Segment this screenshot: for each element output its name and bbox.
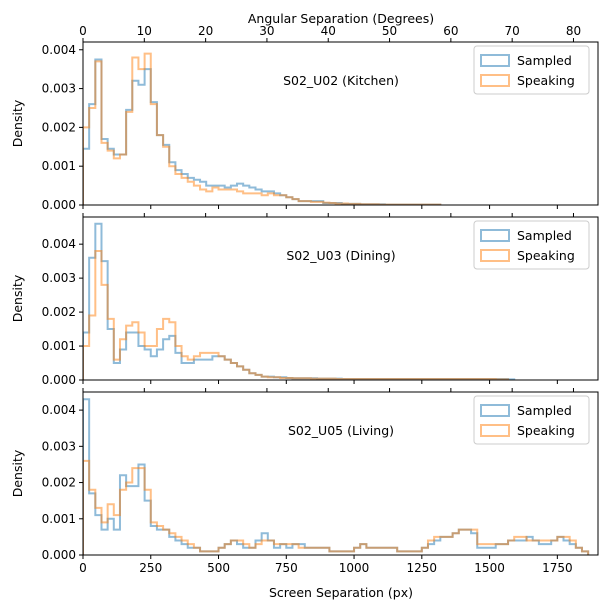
y-axis-title: Density (10, 449, 25, 497)
y-tick-label: 0.004 (42, 237, 76, 251)
x-tick-label: 1750 (542, 561, 573, 575)
legend-label-speaking: Speaking (517, 248, 575, 263)
y-axis-title: Density (10, 274, 25, 322)
panel-frame (82, 41, 599, 206)
legend-swatch-speaking (480, 249, 510, 262)
series-speaking-step (83, 52, 442, 205)
y-tick-label: 0.000 (42, 548, 76, 562)
legend-box (473, 395, 590, 445)
y-tick-label: 0.003 (42, 271, 76, 285)
x-tick-label: 750 (275, 561, 298, 575)
legend-label-sampled: Sampled (517, 53, 572, 68)
top-tick-label: 30 (259, 24, 274, 38)
panel-title: S02_U05 (Living) (288, 423, 394, 438)
x-tick-label: 0 (79, 561, 87, 575)
y-tick-label: 0.001 (42, 159, 76, 173)
x-tick-label: 1250 (407, 561, 438, 575)
top-tick-label: 70 (505, 24, 520, 38)
legend-swatch-sampled (480, 229, 510, 242)
panel-3: 0.000 0.001 0.002 0.003 0.004 0 250 500 750 1000 1… (10, 388, 599, 575)
legend: Sampled Speaking (473, 45, 590, 95)
legend-label-sampled: Sampled (517, 228, 572, 243)
x-tick-label: 1000 (339, 561, 370, 575)
y-tick-label: 0.002 (42, 120, 76, 134)
y-tick-label: 0.003 (42, 439, 76, 453)
top-tick-label: 0 (79, 24, 87, 38)
y-tick-label: 0.004 (42, 403, 76, 417)
top-tick-label: 60 (443, 24, 458, 38)
y-axis-title: Density (10, 99, 25, 147)
panel-title: S02_U03 (Dining) (286, 248, 395, 263)
top-tick-label: 50 (382, 24, 397, 38)
panel-title: S02_U02 (Kitchen) (283, 73, 399, 88)
legend: Sampled Speaking (473, 395, 590, 445)
y-tick-label: 0.004 (42, 43, 76, 57)
legend-swatch-sampled (480, 54, 510, 67)
y-tick-label: 0.002 (42, 305, 76, 319)
top-tick-label: 20 (198, 24, 213, 38)
legend-label-sampled: Sampled (517, 403, 572, 418)
legend-swatch-speaking (480, 74, 510, 87)
top-tick-label: 40 (321, 24, 336, 38)
panel-frame (82, 391, 599, 556)
y-tick-label: 0.003 (42, 82, 76, 96)
top-tick-label: 80 (566, 24, 581, 38)
legend-box (473, 45, 590, 95)
y-tick-label: 0.000 (42, 198, 76, 212)
legend-swatch-speaking (480, 424, 510, 437)
legend-label-speaking: Speaking (517, 423, 575, 438)
legend-label-speaking: Speaking (517, 73, 575, 88)
series-speaking-step (83, 459, 590, 555)
legend-box (473, 220, 590, 270)
top-tick-label: 10 (137, 24, 152, 38)
panel-2: 0.000 0.001 0.002 0.003 0.004 Density S02_U03 … (10, 213, 599, 387)
y-tick-label: 0.001 (42, 339, 76, 353)
legend-swatch-sampled (480, 404, 510, 417)
panel-frame (82, 216, 599, 381)
legend: Sampled Speaking (473, 220, 590, 270)
series-speaking-step (83, 249, 510, 380)
x-tick-label: 1500 (474, 561, 505, 575)
x-tick-label: 250 (139, 561, 162, 575)
y-tick-label: 0.000 (42, 373, 76, 387)
y-tick-label: 0.002 (42, 476, 76, 490)
y-tick-label: 0.001 (42, 512, 76, 526)
bottom-axis-title: Screen Separation (px) (269, 585, 413, 600)
x-tick-label: 500 (207, 561, 230, 575)
top-axis-title: Angular Separation (Degrees) (248, 11, 434, 26)
